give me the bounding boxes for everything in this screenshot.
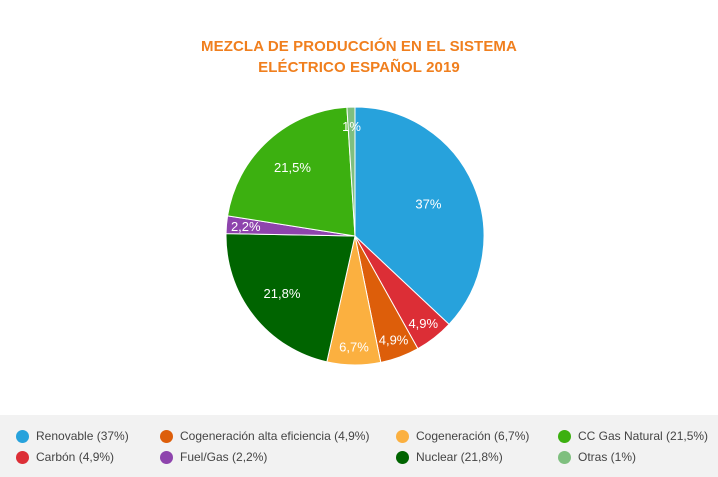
legend-swatch	[160, 450, 173, 464]
legend-item: Renovable (37%)	[16, 429, 129, 443]
slice-label: 4,9%	[379, 333, 409, 348]
slice-label: 6,7%	[339, 339, 369, 354]
legend-label: Cogeneración alta eficiencia (4,9%)	[180, 429, 370, 443]
chart-title-line-2: ELÉCTRICO ESPAÑOL 2019	[258, 59, 460, 76]
legend-item: Carbón (4,9%)	[16, 450, 114, 464]
slice-label: 37%	[415, 197, 441, 212]
legend-label: CC Gas Natural (21,5%)	[578, 429, 709, 443]
chart-title-line-1: MEZCLA DE PRODUCCIÓN EN EL SISTEMA	[201, 38, 517, 55]
pie-slice	[227, 106, 356, 237]
legend-swatch	[16, 450, 29, 464]
slice-label: 1%	[342, 119, 361, 134]
pie-slice	[354, 106, 485, 326]
chart-title: MEZCLA DE PRODUCCIÓN EN EL SISTEMA ELÉCT…	[0, 36, 718, 78]
legend-swatch	[160, 429, 173, 443]
pie-slice	[346, 106, 356, 237]
legend-label: Renovable (37%)	[36, 429, 129, 443]
legend: Renovable (37%) Cogeneración alta eficie…	[0, 415, 718, 477]
legend-label: Nuclear (21,8%)	[416, 450, 503, 464]
pie-slice	[225, 233, 356, 363]
legend-item: Nuclear (21,8%)	[396, 450, 503, 464]
slice-label: 4,9%	[408, 316, 438, 331]
legend-item: Fuel/Gas (2,2%)	[160, 450, 267, 464]
legend-swatch	[16, 429, 29, 443]
slice-label: 21,5%	[274, 160, 311, 175]
slice-label: 2,2%	[231, 219, 261, 234]
legend-swatch	[558, 450, 571, 464]
legend-item: Otras (1%)	[558, 450, 636, 464]
legend-swatch	[396, 429, 409, 443]
legend-label: Otras (1%)	[578, 450, 637, 464]
legend-swatch	[558, 429, 571, 443]
legend-label: Fuel/Gas (2,2%)	[180, 450, 268, 464]
legend-item: CC Gas Natural (21,5%)	[558, 429, 708, 443]
pie-chart: 37% 4,9% 4,9% 6,7% 21,8% 2,2% 21,5% 1%	[225, 106, 485, 366]
legend-label: Cogeneración (6,7%)	[416, 429, 530, 443]
legend-item: Cogeneración alta eficiencia (4,9%)	[160, 429, 369, 443]
legend-item: Cogeneración (6,7%)	[396, 429, 529, 443]
legend-label: Carbón (4,9%)	[36, 450, 115, 464]
legend-swatch	[396, 450, 409, 464]
slice-label: 21,8%	[264, 286, 301, 301]
